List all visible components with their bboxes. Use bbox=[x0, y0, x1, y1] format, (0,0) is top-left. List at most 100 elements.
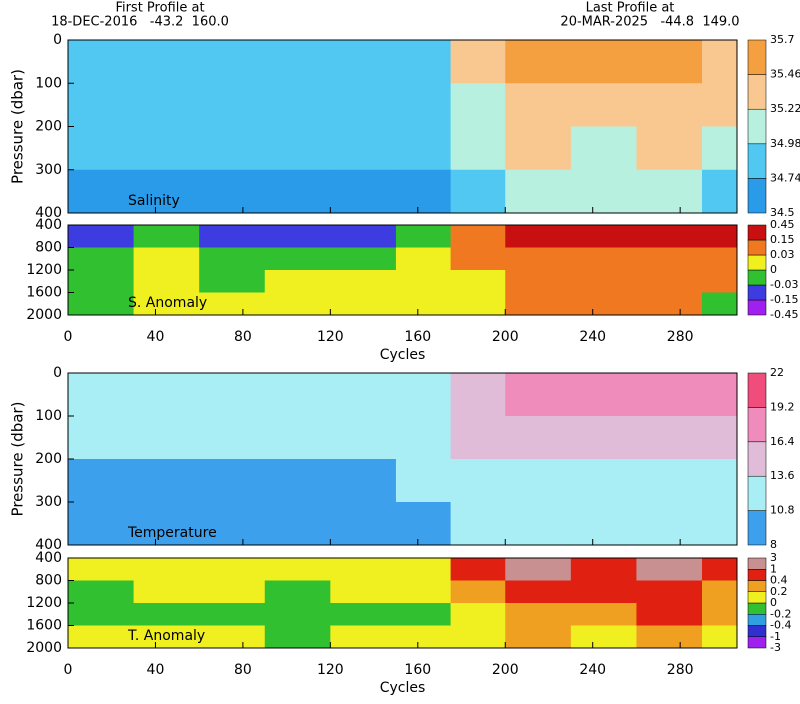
colorbar-label: 35.7 bbox=[770, 33, 795, 46]
colorbar-band bbox=[747, 441, 767, 477]
x-tick-label: 280 bbox=[667, 329, 694, 345]
heatmap-cell bbox=[264, 416, 331, 460]
heatmap-cell bbox=[68, 580, 135, 604]
x-tick-label: 160 bbox=[404, 662, 431, 678]
y-tick-label: 800 bbox=[35, 240, 62, 256]
heatmap-cell bbox=[330, 247, 397, 271]
heatmap-cell bbox=[199, 502, 266, 546]
heatmap-cell bbox=[199, 625, 266, 649]
heatmap-cell bbox=[133, 292, 200, 316]
x-axis-label: Cycles bbox=[380, 347, 426, 363]
heatmap-cell bbox=[264, 225, 331, 248]
colorbar-label: 0 bbox=[770, 263, 777, 276]
heatmap-cell bbox=[330, 502, 397, 546]
heatmap-cell bbox=[68, 292, 135, 316]
colorbar-label: -0.2 bbox=[770, 607, 791, 620]
colorbar-label: -0.15 bbox=[770, 293, 798, 306]
heatmap-cell bbox=[636, 416, 703, 460]
colorbar-label: 19.2 bbox=[770, 400, 795, 413]
heatmap-cell bbox=[505, 83, 572, 127]
colorbar-label: 1 bbox=[770, 562, 777, 575]
heatmap-cell bbox=[330, 270, 397, 293]
heatmap-cell bbox=[450, 292, 506, 316]
colorbar-band bbox=[747, 407, 767, 443]
heatmap-cell bbox=[264, 558, 331, 581]
heatmap-cell bbox=[450, 247, 506, 271]
heatmap-cell bbox=[450, 502, 506, 546]
last-profile-label: Last Profile at bbox=[586, 1, 675, 16]
heatmap-cell bbox=[505, 580, 572, 604]
heatmap-cell bbox=[702, 580, 738, 604]
heatmap-cell bbox=[702, 416, 738, 460]
heatmap-cell bbox=[395, 580, 452, 604]
colorbar-label: 13.6 bbox=[770, 469, 795, 482]
y-tick-label: 400 bbox=[35, 205, 62, 221]
heatmap-cell bbox=[450, 126, 506, 171]
first-profile-label: First Profile at bbox=[115, 1, 204, 16]
x-tick-label: 80 bbox=[234, 329, 252, 345]
colorbar-band bbox=[747, 299, 767, 316]
heatmap-cell bbox=[264, 247, 331, 271]
heatmap-cell bbox=[264, 459, 331, 503]
heatmap-cell bbox=[570, 83, 637, 127]
heatmap-cell bbox=[133, 558, 200, 581]
heatmap-cell bbox=[450, 625, 506, 649]
colorbar-label: 35.22 bbox=[770, 102, 800, 115]
heatmap-cell bbox=[330, 416, 397, 460]
colorbar-band bbox=[747, 224, 767, 241]
heatmap-cell bbox=[636, 558, 703, 581]
heatmap-cell bbox=[505, 373, 572, 417]
heatmap-cell bbox=[636, 126, 703, 171]
colorbar-label: 0.03 bbox=[770, 248, 795, 261]
panel-label: Salinity bbox=[128, 193, 180, 209]
heatmap-cell bbox=[264, 625, 331, 649]
heatmap-cell bbox=[450, 459, 506, 503]
heatmap-cell bbox=[570, 169, 637, 214]
heatmap-cell bbox=[68, 247, 135, 271]
heatmap-cell bbox=[702, 502, 738, 546]
heatmap-cell bbox=[395, 247, 452, 271]
heatmap-cell bbox=[199, 169, 266, 214]
colorbar-band bbox=[747, 569, 767, 581]
panel-label: S. Anomaly bbox=[128, 295, 207, 311]
heatmap-cell bbox=[505, 603, 572, 626]
colorbar-label: 0 bbox=[770, 596, 777, 609]
heatmap-cell bbox=[450, 558, 506, 581]
heatmap-cell bbox=[68, 225, 135, 248]
y-tick-label: 1200 bbox=[26, 262, 62, 278]
heatmap-cell bbox=[570, 225, 637, 248]
x-tick-label: 200 bbox=[492, 662, 519, 678]
heatmap-cell bbox=[505, 625, 572, 649]
colorbar-label: 34.5 bbox=[770, 206, 795, 219]
heatmap-cell bbox=[199, 580, 266, 604]
heatmap-cell bbox=[264, 83, 331, 127]
heatmap-cell bbox=[636, 270, 703, 293]
y-tick-label: 400 bbox=[35, 217, 62, 233]
x-tick-label: 240 bbox=[579, 329, 606, 345]
colorbar-band bbox=[747, 239, 767, 256]
heatmap-cell bbox=[636, 502, 703, 546]
heatmap-cell bbox=[636, 247, 703, 271]
heatmap-cell bbox=[68, 558, 135, 581]
heatmap-cell bbox=[68, 40, 135, 84]
heatmap-cell bbox=[330, 373, 397, 417]
heatmap-cell bbox=[133, 247, 200, 271]
heatmap-cell bbox=[395, 558, 452, 581]
y-tick-label: 300 bbox=[35, 494, 62, 510]
heatmap-cell bbox=[264, 373, 331, 417]
heatmap-cell bbox=[636, 625, 703, 649]
heatmap-cell bbox=[636, 373, 703, 417]
heatmap-cell bbox=[395, 83, 452, 127]
heatmap-cell bbox=[133, 502, 200, 546]
heatmap-cell bbox=[68, 270, 135, 293]
heatmap-cell bbox=[570, 270, 637, 293]
heatmap-cell bbox=[199, 603, 266, 626]
colorbar-band bbox=[747, 178, 767, 214]
x-tick-label: 40 bbox=[147, 329, 165, 345]
y-tick-label: 200 bbox=[35, 119, 62, 135]
colorbar-band bbox=[747, 614, 767, 626]
heatmap-cell bbox=[702, 83, 738, 127]
heatmap-cell bbox=[395, 169, 452, 214]
colorbar-label: -0.03 bbox=[770, 278, 798, 291]
